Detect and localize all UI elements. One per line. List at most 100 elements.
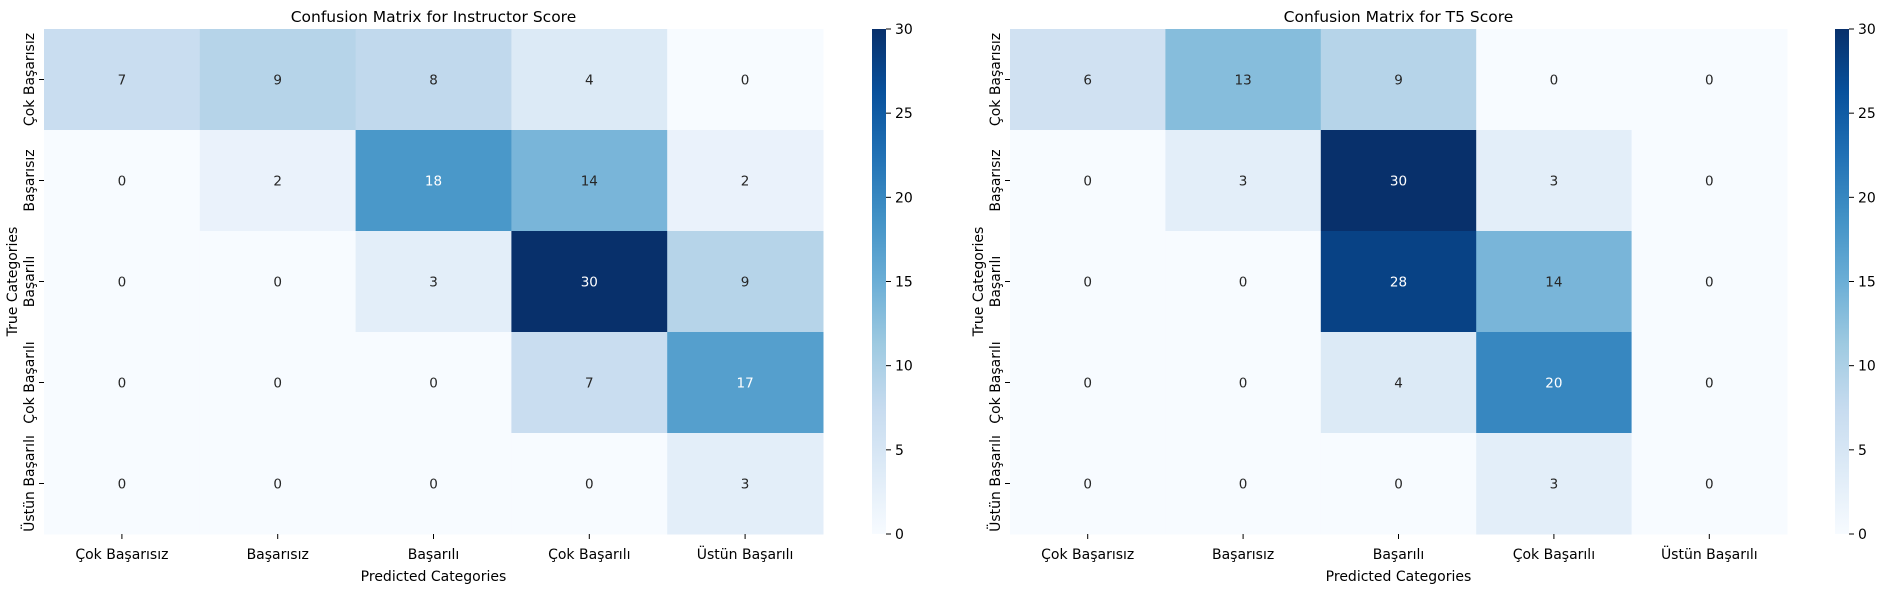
cell-value-label: 4 [585, 73, 594, 89]
heatmap-cell [1631, 130, 1788, 232]
cell-value-label: 0 [741, 73, 750, 89]
heatmap-cell [1320, 433, 1477, 535]
cell-value-label: 0 [1705, 376, 1714, 392]
y-tick-label: Çok Başarısız [22, 33, 38, 126]
cell-value-label: 0 [1083, 275, 1092, 291]
cell-value-label: 0 [273, 477, 282, 493]
cell-value-label: 7 [585, 376, 594, 392]
heatmap-cell [355, 433, 512, 535]
chart-title: Confusion Matrix for Instructor Score [291, 8, 577, 26]
cell-value-label: 30 [1390, 174, 1407, 190]
cell-value-label: 0 [429, 376, 438, 392]
cell-value-label: 30 [581, 275, 598, 291]
heatmap-cell [1010, 130, 1166, 232]
heatmap-cell [199, 29, 357, 131]
cell-value-label: 0 [1705, 174, 1714, 190]
x-tick-label: Üstün Başarılı [697, 545, 794, 563]
cell-value-label: 7 [118, 73, 127, 89]
heatmap-cell [667, 130, 824, 232]
x-tick-label: Başarısız [1212, 547, 1274, 563]
heatmap-cell [667, 231, 824, 333]
x-tick-label: Çok Başarısız [75, 547, 168, 563]
cell-value-label: 3 [1239, 174, 1248, 190]
colorbar-tick-label: 10 [895, 359, 913, 375]
colorbar-tick-label: 20 [895, 190, 913, 206]
cell-value-label: 0 [1083, 376, 1092, 392]
cell-value-label: 0 [118, 376, 127, 392]
colorbar-tick-label: 10 [1858, 359, 1876, 375]
cell-value-label: 0 [1394, 477, 1403, 493]
cell-value-label: 9 [1394, 73, 1403, 89]
cell-value-label: 0 [429, 477, 438, 493]
x-tick-label: Çok Başarılı [1513, 547, 1595, 563]
heatmap-cell [1631, 29, 1788, 131]
colorbar-tick-label: 20 [1858, 190, 1876, 206]
cell-value-label: 0 [118, 174, 127, 190]
y-axis-label: True Categories [5, 227, 21, 338]
cell-value-label: 0 [1083, 174, 1092, 190]
x-tick-label: Başarılı [1373, 547, 1424, 563]
y-tick-label: Başarısız [22, 149, 38, 211]
cell-value-label: 3 [741, 477, 750, 493]
heatmap-cell [1010, 29, 1166, 131]
cell-value-label: 0 [1550, 73, 1559, 89]
heatmap-cell [1476, 130, 1633, 232]
heatmap-cell [1010, 231, 1166, 333]
cell-value-label: 0 [273, 376, 282, 392]
heatmap-cell [667, 332, 824, 434]
heatmap-cell [511, 433, 668, 535]
heatmap-cell [199, 433, 357, 535]
cell-value-label: 14 [581, 174, 598, 190]
colorbar-tick-label: 25 [895, 106, 913, 122]
y-tick-label: Üstün Başarılı [20, 435, 38, 532]
cell-value-label: 6 [1083, 73, 1092, 89]
heatmap-cell [44, 332, 201, 434]
cell-value-label: 0 [1083, 477, 1092, 493]
heatmap-cell [1010, 433, 1166, 535]
heatmap-cell [667, 433, 824, 535]
heatmap-cell [355, 130, 512, 232]
cell-value-label: 0 [273, 275, 282, 291]
cell-value-label: 13 [1235, 73, 1252, 89]
heatmap-cell [667, 29, 824, 131]
heatmap-cell [1476, 231, 1633, 333]
heatmap-cell [1165, 130, 1322, 232]
x-axis-label: Predicted Categories [361, 569, 507, 585]
cell-value-label: 0 [1239, 275, 1248, 291]
colorbar-tick-label: 0 [1858, 527, 1867, 543]
heatmap-cell [511, 130, 668, 232]
cell-value-label: 9 [741, 275, 750, 291]
heatmap-cell [1476, 332, 1633, 434]
heatmap-cell [1165, 433, 1322, 535]
cell-value-label: 14 [1545, 275, 1562, 291]
colorbar [872, 29, 886, 534]
heatmap-cell [1476, 433, 1633, 535]
x-tick-label: Üstün Başarılı [1661, 545, 1758, 563]
colorbar-tick-label: 30 [895, 22, 913, 38]
y-tick-label: Üstün Başarılı [986, 435, 1004, 532]
cell-value-label: 9 [273, 73, 282, 89]
y-tick-label: Çok Başarılı [988, 341, 1004, 423]
cell-value-label: 0 [1705, 275, 1714, 291]
y-tick-label: Başarılı [22, 256, 38, 307]
heatmap-cell [44, 231, 201, 333]
cell-value-label: 0 [118, 477, 127, 493]
cell-value-label: 3 [1550, 174, 1559, 190]
heatmap-panel-1: Confusion Matrix for Instructor Score 7 9 8… [5, 8, 913, 585]
x-tick-label: Çok Başarısız [1041, 547, 1134, 563]
heatmap-cell [1631, 433, 1788, 535]
x-tick-label: Çok Başarılı [548, 547, 630, 563]
cell-value-label: 17 [737, 376, 754, 392]
heatmap-cell [355, 29, 512, 131]
cell-value-label: 0 [1705, 73, 1714, 89]
heatmap-cell [1165, 332, 1322, 434]
cell-value-label: 4 [1394, 376, 1403, 392]
cell-value-label: 18 [425, 174, 442, 190]
heatmap-cell [44, 130, 201, 232]
heatmap-cell [1010, 332, 1166, 434]
cell-value-label: 8 [429, 73, 438, 89]
chart-title: Confusion Matrix for T5 Score [1284, 8, 1514, 26]
cell-value-label: 0 [1239, 376, 1248, 392]
